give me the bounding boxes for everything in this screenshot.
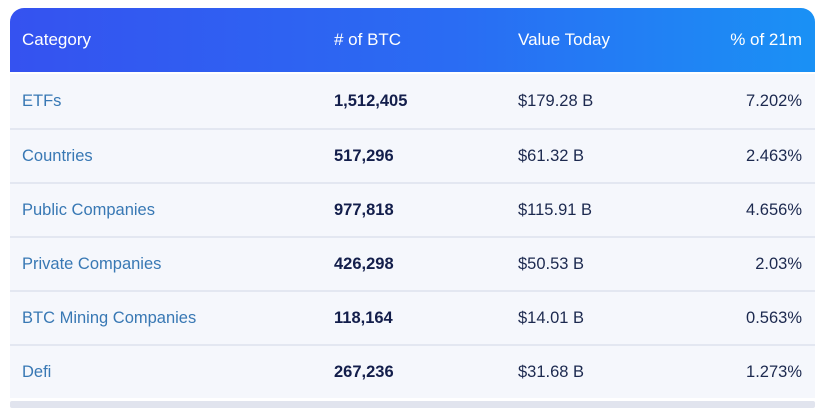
pct-of-21m: 2.463% [746, 146, 802, 165]
category-link[interactable]: Public Companies [22, 200, 155, 219]
pct-of-21m: 0.563% [746, 308, 802, 327]
value-today: $50.53 B [518, 254, 585, 273]
btc-amount: 1,512,405 [334, 91, 408, 110]
category-link[interactable]: Countries [22, 146, 93, 165]
header-cell-category: Category [22, 30, 91, 49]
table-row-private-companies: Private Companies 426,298 $50.53 B 2.03% [10, 236, 815, 290]
btc-amount: 426,298 [334, 254, 394, 273]
btc-amount: 977,818 [334, 200, 394, 219]
pct-of-21m: 4.656% [746, 200, 802, 219]
table-body: ETFs 1,512,405 $179.28 B 7.202% Countrie… [10, 74, 815, 398]
value-today: $31.68 B [518, 362, 585, 381]
value-today: $61.32 B [518, 146, 585, 165]
pct-of-21m: 1.273% [746, 362, 802, 381]
btc-amount: 267,236 [334, 362, 394, 381]
pct-of-21m: 2.03% [755, 254, 802, 273]
btc-amount: 517,296 [334, 146, 394, 165]
category-link[interactable]: ETFs [22, 91, 62, 110]
value-today: $179.28 B [518, 91, 594, 110]
table-header-row: Category # of BTC Value Today % of 21m [10, 8, 815, 72]
value-today: $14.01 B [518, 308, 585, 327]
table-row-defi: Defi 267,236 $31.68 B 1.273% [10, 344, 815, 398]
header-cell-pct-of-21m: % of 21m [730, 30, 802, 49]
next-row-partial-strip [10, 401, 815, 408]
category-link[interactable]: Private Companies [22, 254, 162, 273]
table-row-btc-mining-companies: BTC Mining Companies 118,164 $14.01 B 0.… [10, 290, 815, 344]
table-row-public-companies: Public Companies 977,818 $115.91 B 4.656… [10, 182, 815, 236]
table-row-countries: Countries 517,296 $61.32 B 2.463% [10, 128, 815, 182]
btc-holdings-table: Category # of BTC Value Today % of 21m E… [10, 8, 815, 408]
header-cell-value-today: Value Today [518, 30, 610, 49]
table-row-etfs: ETFs 1,512,405 $179.28 B 7.202% [10, 74, 815, 128]
category-link[interactable]: Defi [22, 362, 52, 381]
header-cell-num-of-btc: # of BTC [334, 30, 402, 49]
value-today: $115.91 B [518, 200, 593, 219]
btc-amount: 118,164 [334, 308, 393, 327]
pct-of-21m: 7.202% [746, 91, 802, 110]
category-link[interactable]: BTC Mining Companies [22, 308, 197, 327]
